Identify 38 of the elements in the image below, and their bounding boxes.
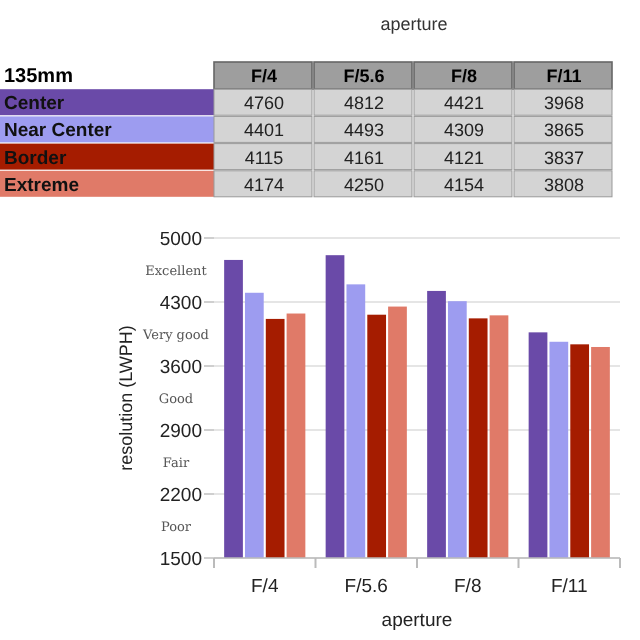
y-tick-label: 2900 xyxy=(159,421,202,443)
data-label: 4401 xyxy=(243,120,285,141)
category-label: F/8 xyxy=(450,66,478,86)
y-tick-label: 3600 xyxy=(159,357,202,379)
data-label: 3808 xyxy=(543,174,585,195)
data-label: 4760 xyxy=(243,93,285,114)
data-label: 4154 xyxy=(443,174,485,195)
text: Center xyxy=(4,93,65,116)
data-label: 4493 xyxy=(343,120,385,141)
data-label: 3865 xyxy=(543,120,585,141)
x-tick-label: F/4 xyxy=(251,576,279,598)
x-axis-title: aperture xyxy=(381,610,453,632)
y-tick-label: 4300 xyxy=(159,293,202,315)
x-tick-label: F/11 xyxy=(550,576,588,598)
chart-title: aperture xyxy=(380,14,448,34)
text: Extreme xyxy=(4,174,79,197)
data-label: 3968 xyxy=(543,93,585,114)
y-tick-label: 5000 xyxy=(159,229,202,251)
data-label: 4115 xyxy=(244,147,284,168)
category-label: F/11 xyxy=(546,66,582,86)
y-tick-label: 2200 xyxy=(159,485,202,507)
text: Near Center xyxy=(4,120,113,143)
data-label: 4812 xyxy=(343,93,385,114)
data-label: 4161 xyxy=(343,147,385,168)
x-tick-label: F/5.6 xyxy=(344,576,388,598)
y-axis-title: resolution (LWPH) xyxy=(116,325,136,471)
category-label: F/5.6 xyxy=(343,66,385,86)
data-label: 4250 xyxy=(343,174,385,195)
y-tick-label: 1500 xyxy=(159,549,202,571)
data-label: 4309 xyxy=(443,120,485,141)
text: Border xyxy=(4,147,67,170)
legend-title: 135mm xyxy=(4,66,74,88)
data-label: 3837 xyxy=(543,147,585,168)
data-label: 4174 xyxy=(243,174,285,195)
x-tick-label: F/8 xyxy=(454,576,482,598)
data-label: 4121 xyxy=(443,147,485,168)
data-label: 4421 xyxy=(443,93,485,114)
category-label: F/4 xyxy=(250,66,278,86)
